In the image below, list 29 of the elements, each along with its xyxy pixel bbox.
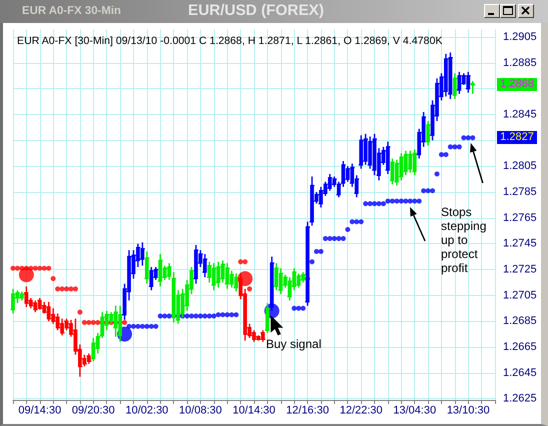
y-tick-label: 1.2765 [503,212,537,224]
x-tick-label: 09/20:30 [72,404,115,416]
x-tick-label: 12/16:30 [286,404,329,416]
annotation: 1.2827 [497,131,537,144]
x-tick-label: 13/10:30 [446,404,490,416]
y-tick-label: 1.2685 [503,315,537,328]
x-tick-label: 13/04:30 [393,404,436,416]
y-tick-label: 1.2805 [503,160,537,172]
y-tick-label: 1.2625 [503,392,537,405]
x-tick-label: 09/14:30 [18,404,62,416]
y-tick-label: 1.2905 [503,31,537,44]
annotation: 1.2868 [497,78,537,92]
x-tick-label: 10/14:30 [232,404,276,416]
x-tick-label: 12/22:30 [340,404,383,416]
annotation: Stops stepping up to protect profit [441,205,488,275]
y-tick-label: 1.2645 [503,366,537,379]
x-tick-label: 10/02:30 [125,404,168,416]
y-tick-label: 1.2845 [503,108,537,121]
x-tick-label: 10/08:30 [179,404,222,416]
y-tick-label: 1.2785 [503,186,537,198]
y-tick-label: 1.2885 [503,56,537,69]
y-tick-label: 1.2745 [503,238,537,250]
chart-title: EUR/USD (FOREX) [188,1,324,21]
annotation: EUR A0-FX [30-Min] 09/13/10 -0.0001 C 1.2868, H 1.2871, L 1.2861, O 1.2869, V 4.4780K [17,35,442,48]
annotation: Buy signal [266,337,322,352]
y-tick-label: 1.2705 [503,289,537,302]
y-tick-label: 1.2665 [503,341,537,354]
y-tick-label: 1.2725 [503,264,537,276]
chart-subtitle: EUR A0-FX 30-Min [22,4,121,19]
